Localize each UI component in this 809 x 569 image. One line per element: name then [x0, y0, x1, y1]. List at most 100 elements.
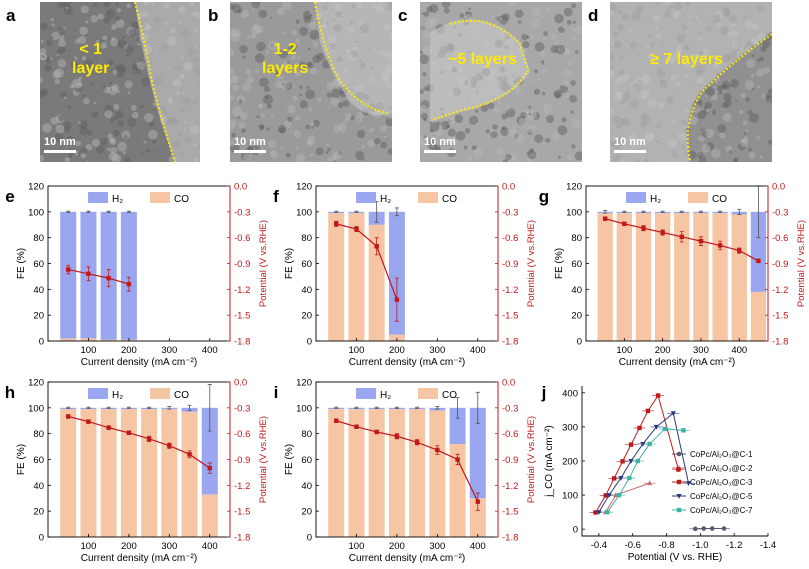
y-axis-label: FE (%)	[16, 444, 27, 475]
x-tick-label: 400	[202, 541, 218, 552]
bar-error	[415, 406, 420, 409]
legend-label-h2: H₂	[380, 390, 391, 401]
tem-label-line: < 1	[79, 41, 103, 58]
potential-point	[374, 244, 379, 249]
y-tick-label: 100	[296, 403, 312, 414]
bar-co	[60, 338, 77, 341]
series-point	[620, 459, 625, 464]
bar-error	[187, 404, 192, 411]
y-tick-label: 200	[562, 457, 578, 468]
legend-label: CoPc/Al₂O₃@C-5	[690, 492, 753, 501]
y2-tick-label: -0.6	[502, 429, 518, 440]
series-point	[618, 476, 624, 481]
bar-co	[635, 213, 652, 341]
y2-tick-label: -1.2	[772, 285, 788, 296]
potential-point	[698, 238, 704, 244]
bar-co	[388, 334, 405, 341]
panel-letter-f: f	[273, 187, 279, 206]
bar-co	[654, 213, 671, 341]
y-tick-label: 0	[307, 533, 312, 544]
bar-error	[622, 210, 627, 213]
bar-error	[354, 406, 359, 409]
bar-co	[597, 213, 613, 341]
potential-point	[106, 275, 111, 281]
series-point	[676, 467, 681, 472]
y-tick-label: 0	[307, 337, 312, 348]
x-tick-label: 200	[389, 345, 405, 356]
bar-h2	[60, 211, 77, 339]
potential-point	[207, 465, 212, 471]
series-point	[681, 428, 686, 433]
x-tick-label: 100	[616, 345, 632, 356]
series-point	[701, 526, 707, 531]
legend-swatch-co	[418, 388, 439, 399]
series-point	[596, 510, 602, 515]
legend-swatch-h2	[88, 388, 109, 399]
y2-tick-label: -1.5	[772, 311, 788, 322]
x-tick-label: 300	[161, 541, 177, 552]
y2-tick-label: 0.0	[502, 378, 515, 389]
y-tick-label: 120	[296, 182, 312, 193]
tem-label-line: layers	[262, 60, 309, 77]
potential-point	[622, 221, 627, 227]
potential-point	[756, 258, 761, 264]
y2-tick-label: -0.6	[502, 233, 518, 244]
y-tick-label: 0	[39, 533, 44, 544]
scale-bar	[614, 150, 646, 153]
bar-co	[674, 213, 690, 341]
y2-axis-label: Potential (V vs.RHE)	[258, 220, 269, 307]
y-tick-label: 60	[33, 259, 44, 270]
bar-co	[388, 409, 405, 537]
legend-label-co: CO	[712, 194, 727, 205]
panel-letter-i: i	[274, 383, 279, 402]
series-point	[692, 526, 698, 532]
legend-label: CoPc/Al₂O₃@C-2	[690, 464, 753, 473]
x-tick-label: 200	[121, 345, 137, 356]
scale-bar-label: 10 nm	[424, 136, 456, 148]
x-axis-label: Current density (mA cm⁻²)	[81, 553, 197, 564]
panel-letter-g: g	[539, 187, 549, 206]
series-point	[635, 458, 640, 464]
legend-label-co: CO	[174, 390, 189, 401]
y2-tick-label: -0.9	[772, 259, 788, 270]
y-tick-label: 60	[301, 455, 312, 466]
y-tick-label: 40	[301, 285, 312, 296]
y-tick-label: 20	[33, 311, 44, 322]
x-tick-label: 200	[389, 541, 405, 552]
x-tick-label: -0.4	[591, 540, 607, 551]
bar-h2	[449, 407, 466, 444]
y-tick-label: 40	[301, 481, 312, 492]
y2-tick-label: -0.6	[772, 233, 788, 244]
bar-co	[100, 339, 117, 341]
bar-co	[348, 409, 365, 537]
bar-error	[475, 391, 480, 424]
bar-error	[106, 406, 111, 409]
y-tick-label: 100	[562, 491, 578, 502]
potential-point	[660, 230, 665, 235]
y2-tick-label: -0.6	[234, 429, 250, 440]
y-tick-label: 20	[33, 507, 44, 518]
panel-letter-d: d	[588, 6, 599, 25]
bar-co	[100, 409, 117, 537]
scale-bar	[44, 150, 76, 153]
y2-tick-label: -1.8	[234, 337, 250, 348]
y2-tick-label: -1.2	[234, 481, 250, 492]
y2-tick-label: -0.9	[234, 455, 250, 466]
bar-error	[126, 406, 131, 409]
bar-error	[334, 406, 339, 409]
legend-swatch-h2	[626, 192, 647, 203]
y2-axis-label: Potential (V vs.RHE)	[526, 220, 537, 307]
series-point	[611, 476, 617, 481]
bar-h2	[750, 211, 767, 292]
y-tick-label: 100	[566, 207, 582, 218]
y-tick-label: 0	[577, 337, 582, 348]
series-point	[617, 492, 622, 498]
tem-image-d: ≥ 7 layers 10 nm	[610, 2, 772, 162]
potential-line	[68, 268, 130, 285]
bar-error	[86, 210, 91, 213]
y2-tick-label: 0.0	[234, 378, 247, 389]
potential-point	[394, 297, 400, 302]
y-tick-label: 40	[33, 285, 44, 296]
tem-layer-label: ≥ 7 layers	[650, 50, 723, 69]
tem-label-line: ≥ 7 layers	[650, 51, 723, 68]
